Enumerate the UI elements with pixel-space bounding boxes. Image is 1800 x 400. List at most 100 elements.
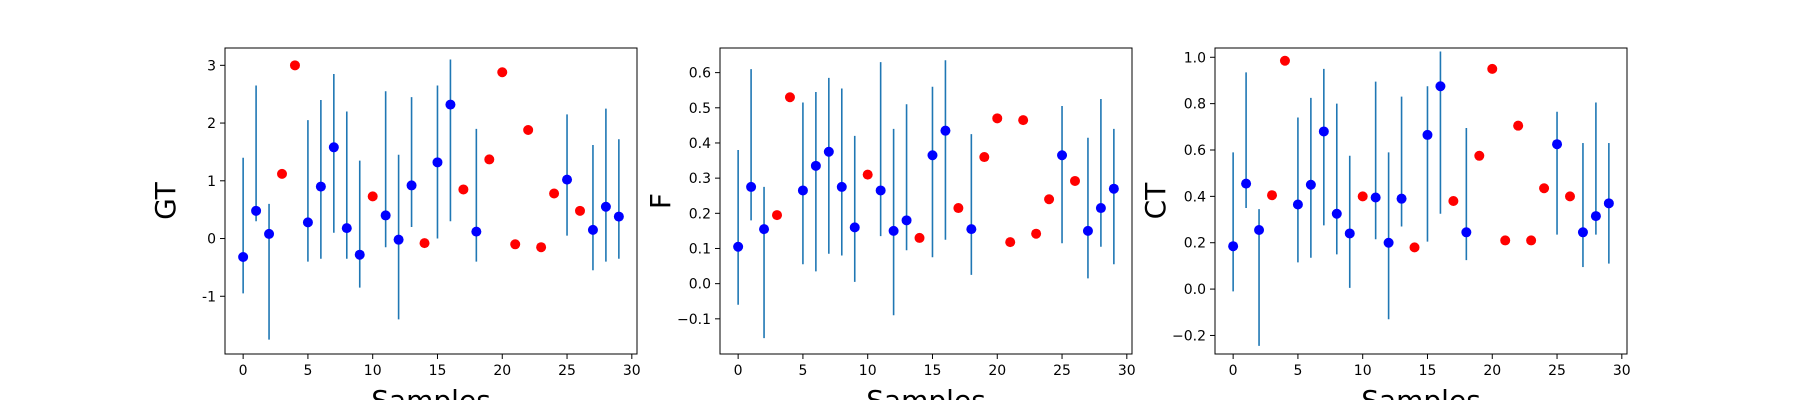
blue-data-point	[613, 211, 624, 222]
x-axis-label: Samples	[371, 384, 491, 400]
blue-data-point	[888, 225, 899, 236]
y-tick-label: −0.1	[677, 312, 711, 328]
y-tick-label: 0.1	[689, 241, 711, 257]
x-tick-label: 10	[1354, 363, 1372, 379]
blue-data-point	[823, 146, 834, 157]
y-tick-label: 2	[207, 116, 216, 132]
blue-data-point	[901, 215, 912, 226]
y-tick-label: 0.0	[1184, 282, 1206, 298]
blue-data-point	[1057, 150, 1068, 161]
y-tick-label: 0.3	[689, 171, 711, 187]
blue-data-point	[1383, 237, 1394, 248]
red-data-point	[289, 60, 300, 71]
blue-data-point	[1108, 183, 1119, 194]
blue-data-point	[733, 241, 744, 252]
blue-data-point	[587, 224, 598, 235]
y-tick-label: 0.4	[689, 136, 711, 152]
blue-data-point	[1228, 241, 1239, 252]
blue-data-point	[1552, 139, 1563, 150]
y-tick-label: −0.2	[1172, 328, 1206, 344]
blue-data-point	[380, 210, 391, 221]
blue-data-point	[1435, 81, 1446, 92]
red-data-point	[1031, 228, 1042, 239]
panel-ct: 0 5 10 15 20 25 30 −0.2 0.0 0.2 0.4 0.6 0.8 1.0 CT Samp…	[1139, 47, 1631, 400]
red-data-point	[1357, 191, 1368, 202]
blue-data-point	[1254, 224, 1265, 235]
x-tick-label: 25	[558, 363, 576, 379]
x-tick-label: 0	[239, 363, 248, 379]
red-data-point	[458, 184, 469, 195]
x-tick-label: 0	[1229, 363, 1238, 379]
axes-frame	[1214, 47, 1628, 355]
blue-data-point	[1461, 227, 1472, 238]
blue-data-point	[1603, 198, 1614, 209]
x-tick-label: 25	[1548, 363, 1566, 379]
blue-data-point	[810, 160, 821, 171]
x-tick-label: 15	[1419, 363, 1437, 379]
red-data-point	[992, 113, 1003, 124]
blue-data-point	[562, 174, 573, 185]
red-data-point	[419, 238, 430, 249]
red-data-point	[784, 92, 795, 103]
blue-data-point	[759, 224, 770, 235]
blue-data-point	[315, 181, 326, 192]
x-tick-label: 15	[924, 363, 942, 379]
blue-data-point	[238, 252, 249, 263]
blue-data-point	[251, 205, 262, 216]
red-data-point	[1044, 194, 1055, 205]
red-data-point	[1564, 191, 1575, 202]
blue-data-point	[797, 185, 808, 196]
blue-data-point	[940, 125, 951, 136]
blue-data-point	[328, 142, 339, 153]
red-data-point	[1279, 55, 1290, 66]
red-data-point	[277, 168, 288, 179]
blue-data-point	[966, 224, 977, 235]
y-tick-label: 3	[207, 58, 216, 74]
blue-data-point	[1331, 208, 1342, 219]
red-data-point	[1539, 183, 1550, 194]
blue-data-point	[1095, 203, 1106, 214]
blue-data-point	[1370, 192, 1381, 203]
blue-data-point	[393, 234, 404, 245]
blue-data-point	[849, 222, 860, 233]
x-tick-label: 20	[493, 363, 511, 379]
y-tick-label: 0.6	[1184, 143, 1206, 159]
blue-data-point	[264, 228, 275, 239]
blue-data-point	[1318, 126, 1329, 137]
red-data-point	[549, 188, 560, 199]
red-data-point	[1448, 196, 1459, 206]
x-tick-label: 25	[1053, 363, 1071, 379]
blue-data-point	[746, 181, 757, 192]
blue-data-point	[341, 223, 352, 234]
x-tick-label: 15	[429, 363, 447, 379]
y-tick-label: 0.2	[689, 206, 711, 222]
y-tick-label: 0.5	[689, 101, 711, 117]
x-tick-label: 30	[623, 363, 641, 379]
y-tick-label: -1	[202, 289, 216, 305]
blue-data-point	[927, 150, 938, 161]
red-data-point	[772, 210, 783, 221]
y-tick-label: 0.4	[1184, 189, 1206, 205]
y-tick-label: 1.0	[1184, 50, 1206, 66]
blue-data-point	[1292, 199, 1303, 210]
red-data-point	[367, 191, 378, 202]
blue-data-point	[1344, 228, 1355, 239]
red-data-point	[510, 239, 521, 250]
y-axis-label: GT	[149, 181, 182, 220]
red-data-point	[536, 242, 547, 253]
red-data-point	[953, 203, 964, 214]
blue-data-point	[471, 226, 482, 237]
red-data-point	[862, 169, 873, 180]
y-tick-label: 0.6	[689, 66, 711, 82]
panel-gt: 0 5 10 15 20 25 30 -1 0 1 2 3 GT Samples	[149, 47, 641, 400]
red-data-point	[1069, 175, 1080, 186]
blue-data-point	[1396, 193, 1407, 204]
y-axis-label: F	[644, 193, 677, 209]
blue-data-point	[302, 217, 313, 228]
blue-data-point	[1577, 227, 1588, 238]
y-axis-label: CT	[1139, 182, 1172, 220]
red-data-point	[1474, 150, 1485, 161]
red-data-point	[1487, 63, 1498, 74]
